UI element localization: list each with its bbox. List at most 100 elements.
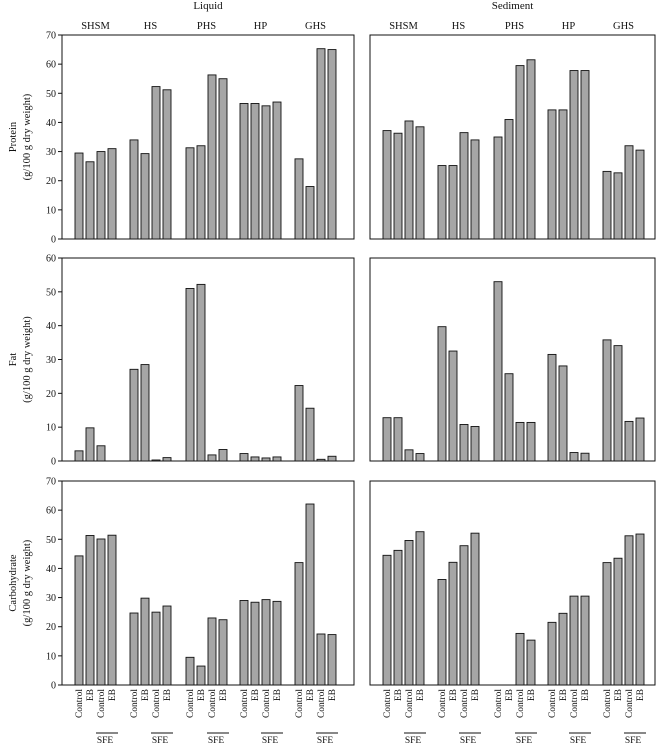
bar-protein-sediment-phs-0: [493, 136, 503, 240]
sfe-label: SFE: [208, 736, 225, 744]
bar-fat-sediment-hs-0: [437, 326, 447, 462]
y-tick-label: 0: [51, 457, 56, 468]
x-category-label: Control: [97, 689, 107, 718]
bar-fat-liquid-ghs-1: [305, 407, 315, 462]
x-category-label: Control: [603, 689, 613, 718]
sfe-label: SFE: [625, 736, 642, 744]
bar-fat-sediment-shsm-1: [393, 417, 403, 462]
y-tick-label: 70: [46, 31, 56, 42]
bar-protein-sediment-phs-3: [526, 59, 536, 240]
bar-fat-liquid-ghs-0: [294, 385, 304, 462]
bar-carbohydrate-liquid-hs-2: [151, 611, 161, 686]
x-category-label: EB: [141, 689, 151, 701]
bar-fat-liquid-shsm-1: [85, 427, 95, 462]
bar-fat-liquid-hp-3: [272, 456, 282, 462]
y-tick-label: 50: [46, 89, 56, 100]
group-label: SHSM: [81, 21, 110, 32]
x-category-label: Control: [262, 689, 272, 718]
bar-carbohydrate-sediment-shsm-1: [393, 549, 403, 686]
bar-carbohydrate-liquid-shsm-1: [85, 535, 95, 686]
y-tick-label: 60: [46, 254, 56, 265]
bar-protein-sediment-shsm-2: [404, 120, 414, 240]
bar-fat-liquid-shsm-0: [74, 450, 84, 462]
bar-fat-sediment-hs-2: [459, 424, 469, 462]
y-tick-label: 20: [46, 176, 56, 187]
bar-protein-liquid-phs-3: [218, 78, 228, 240]
bar-protein-liquid-hp-3: [272, 101, 282, 240]
bar-protein-liquid-hp-1: [250, 103, 260, 240]
panel-frame-carbohydrate-sediment: [369, 480, 656, 686]
y-tick-label: 20: [46, 622, 56, 633]
bar-protein-sediment-hs-0: [437, 165, 447, 240]
x-category-label: Control: [516, 689, 526, 718]
bar-fat-liquid-hs-0: [129, 368, 139, 462]
bar-carbohydrate-liquid-ghs-3: [327, 634, 337, 686]
bar-carbohydrate-liquid-phs-0: [185, 656, 195, 686]
bar-carbohydrate-sediment-ghs-3: [635, 533, 645, 686]
bar-carbohydrate-sediment-hs-2: [459, 545, 469, 686]
bar-fat-sediment-shsm-3: [415, 453, 425, 462]
bar-protein-liquid-ghs-0: [294, 158, 304, 240]
bar-fat-liquid-ghs-2: [316, 458, 326, 462]
bar-fat-sediment-hs-3: [470, 426, 480, 462]
bar-protein-sediment-ghs-3: [635, 149, 645, 240]
x-category-label: EB: [328, 689, 338, 701]
x-category-label: EB: [471, 689, 481, 701]
bar-protein-sediment-hp-3: [580, 70, 590, 240]
group-label: HS: [452, 21, 466, 32]
bar-carbohydrate-liquid-phs-1: [196, 665, 206, 686]
bar-carbohydrate-sediment-phs-2: [515, 632, 525, 686]
bar-fat-liquid-hp-0: [239, 453, 249, 462]
bar-fat-sediment-phs-1: [504, 373, 514, 462]
bar-carbohydrate-sediment-hs-1: [448, 561, 458, 686]
bar-carbohydrate-sediment-hs-3: [470, 532, 480, 686]
bar-protein-sediment-hs-1: [448, 165, 458, 240]
y-axis-label-line2: (g/100 g dry weight): [22, 93, 33, 180]
x-category-label: EB: [394, 689, 404, 701]
bar-fat-liquid-hs-1: [140, 364, 150, 462]
bar-fat-liquid-phs-0: [185, 288, 195, 462]
y-tick-label: 60: [46, 60, 56, 71]
y-tick-label: 30: [46, 593, 56, 604]
bar-carbohydrate-liquid-ghs-0: [294, 562, 304, 686]
bar-fat-liquid-phs-3: [218, 449, 228, 462]
x-category-label: EB: [581, 689, 591, 701]
bar-protein-sediment-hs-3: [470, 139, 480, 240]
bar-carbohydrate-liquid-phs-3: [218, 619, 228, 686]
bar-protein-sediment-ghs-2: [624, 145, 634, 240]
bar-protein-sediment-hp-2: [569, 70, 579, 240]
bar-fat-liquid-hs-2: [151, 459, 161, 462]
bar-fat-liquid-phs-2: [207, 454, 217, 462]
bar-fat-sediment-hs-1: [448, 350, 458, 462]
group-label: HP: [254, 21, 268, 32]
bar-carbohydrate-sediment-phs-3: [526, 639, 536, 686]
sfe-label: SFE: [516, 736, 533, 744]
bar-fat-sediment-ghs-1: [613, 345, 623, 462]
x-category-label: Control: [460, 689, 470, 718]
x-category-label: Control: [295, 689, 305, 718]
y-tick-label: 40: [46, 321, 56, 332]
x-category-label: EB: [416, 689, 426, 701]
bar-protein-liquid-shsm-0: [74, 152, 84, 240]
bar-fat-liquid-hp-1: [250, 456, 260, 462]
bar-carbohydrate-liquid-phs-2: [207, 617, 217, 686]
group-label: PHS: [197, 21, 216, 32]
bar-carbohydrate-liquid-hs-0: [129, 612, 139, 686]
group-label: GHS: [305, 21, 326, 32]
bar-carbohydrate-liquid-hp-0: [239, 600, 249, 686]
bar-protein-liquid-shsm-3: [107, 148, 117, 240]
group-label: GHS: [613, 21, 634, 32]
sfe-label: SFE: [460, 736, 477, 744]
column-title: Liquid: [193, 0, 223, 12]
bar-protein-sediment-hs-2: [459, 132, 469, 240]
bar-carbohydrate-liquid-hp-2: [261, 599, 271, 686]
bar-carbohydrate-liquid-ghs-1: [305, 503, 315, 686]
bar-fat-liquid-phs-1: [196, 283, 206, 462]
bar-carbohydrate-liquid-hs-3: [162, 605, 172, 686]
bar-carbohydrate-sediment-ghs-2: [624, 535, 634, 686]
y-tick-label: 10: [46, 205, 56, 216]
sfe-label: SFE: [317, 736, 334, 744]
bar-protein-sediment-ghs-0: [602, 170, 612, 240]
y-tick-label: 0: [51, 235, 56, 246]
